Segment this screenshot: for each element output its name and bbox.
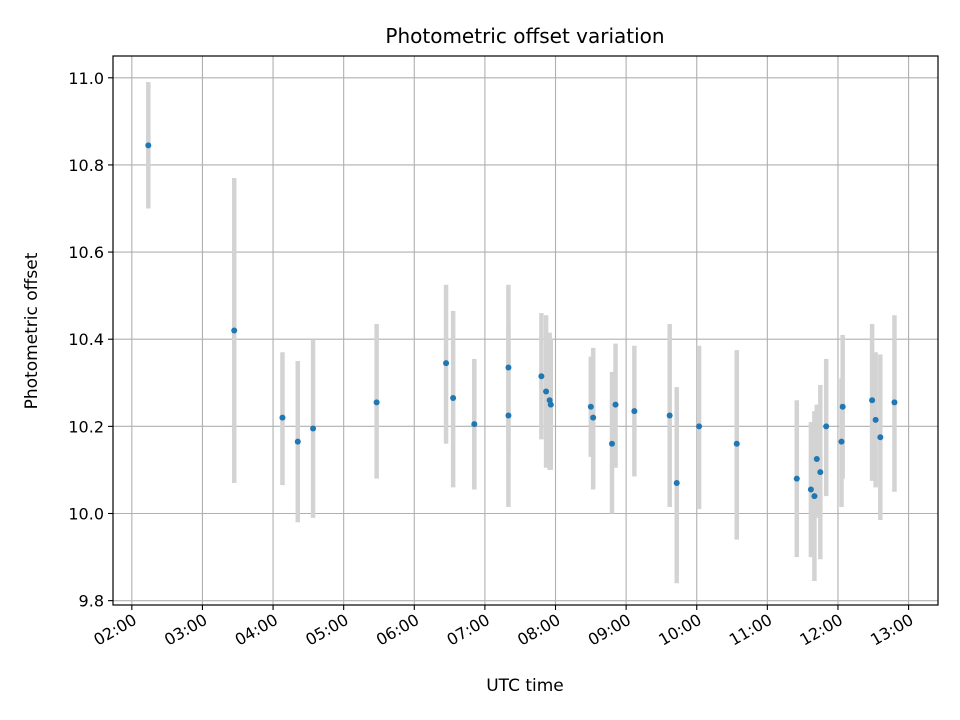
data-point <box>696 423 703 430</box>
x-tick-label: 07:00 <box>443 610 492 650</box>
axis-ticks: 02:00 03:00 04:00 05:00 06:00 07:00 08:00 09:00… <box>68 69 916 650</box>
data-point <box>839 403 846 410</box>
data-point <box>813 456 820 463</box>
y-tick-label: 10.0 <box>68 505 104 524</box>
data-point <box>877 434 884 441</box>
x-tick-label: 12:00 <box>797 610 846 650</box>
data-point <box>543 388 550 395</box>
data-point <box>838 438 845 445</box>
x-tick-label: 02:00 <box>90 610 139 650</box>
x-tick-label: 11:00 <box>726 610 775 650</box>
data-point <box>609 440 616 447</box>
x-tick-label: 05:00 <box>302 610 351 650</box>
data-points <box>145 142 898 500</box>
data-point <box>231 327 238 334</box>
data-point <box>294 438 301 445</box>
y-tick-label: 10.2 <box>68 417 104 436</box>
y-tick-label: 10.8 <box>68 156 104 175</box>
data-point <box>450 395 457 402</box>
data-point <box>666 412 673 419</box>
plot-frame <box>112 55 939 606</box>
y-tick-label: 10.6 <box>68 243 104 262</box>
data-point <box>279 414 286 421</box>
grid <box>113 56 938 605</box>
data-point <box>793 475 800 482</box>
data-point <box>310 425 317 432</box>
x-tick-label: 06:00 <box>373 610 422 650</box>
x-tick-label: 04:00 <box>232 610 281 650</box>
data-point <box>733 440 740 447</box>
x-tick-label: 03:00 <box>161 610 210 650</box>
data-point <box>145 142 152 149</box>
data-point <box>538 373 545 380</box>
data-point <box>673 480 680 486</box>
data-point <box>612 401 619 408</box>
data-point <box>471 421 478 428</box>
y-tick-label: 10.4 <box>68 330 104 349</box>
data-point <box>505 364 512 371</box>
data-point <box>891 399 898 406</box>
x-tick-label: 13:00 <box>867 610 916 650</box>
x-tick-label: 08:00 <box>514 610 563 650</box>
data-point <box>823 423 830 430</box>
y-axis-label: Photometric offset <box>22 252 42 409</box>
data-point <box>587 403 594 410</box>
data-point <box>811 493 818 500</box>
data-point <box>869 397 876 404</box>
y-tick-label: 9.8 <box>79 592 104 611</box>
data-point <box>807 486 814 493</box>
data-point <box>373 399 380 406</box>
data-point <box>872 416 879 423</box>
data-point <box>443 360 450 367</box>
data-point <box>505 412 512 419</box>
y-tick-label: 11.0 <box>68 69 104 88</box>
data-point <box>547 401 554 408</box>
data-point <box>817 469 824 476</box>
error-bars <box>146 82 897 584</box>
x-tick-label: 10:00 <box>655 610 704 650</box>
data-point <box>631 408 638 415</box>
chart-title: Photometric offset variation <box>385 24 664 48</box>
data-point <box>590 414 597 421</box>
x-tick-label: 09:00 <box>585 610 634 650</box>
x-axis-label: UTC time <box>486 676 564 696</box>
